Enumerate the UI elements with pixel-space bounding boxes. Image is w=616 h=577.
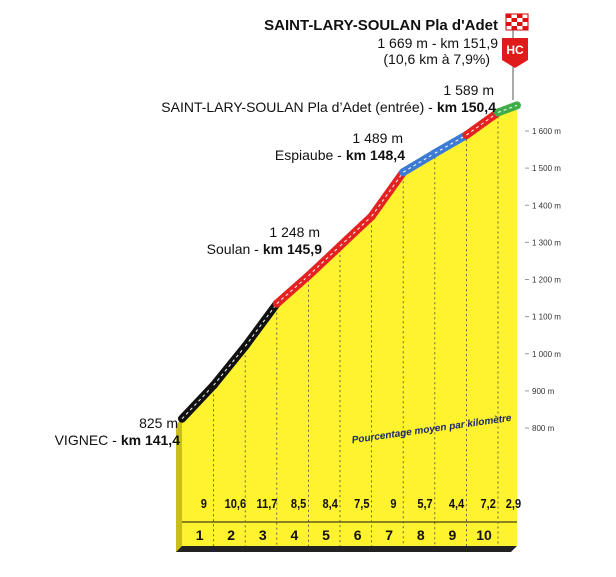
badge bbox=[502, 38, 528, 68]
profile-dash bbox=[308, 245, 341, 277]
gradient-band bbox=[182, 482, 517, 522]
flag-checks bbox=[506, 14, 528, 30]
annotation-name: Espiaube - bbox=[275, 147, 342, 163]
profile-dash bbox=[181, 384, 214, 420]
profile-dash bbox=[402, 152, 436, 173]
y-tick-label: 1 600 m bbox=[532, 127, 561, 136]
y-tick-label: 1 500 m bbox=[532, 164, 561, 173]
gradient-label: 9 bbox=[201, 496, 207, 511]
annotation-km: km 150,4 bbox=[437, 99, 496, 115]
side-face bbox=[176, 418, 182, 552]
km-label: 8 bbox=[417, 527, 425, 543]
y-tick-label: 1 200 m bbox=[532, 276, 561, 285]
km-label: 1 bbox=[196, 527, 204, 543]
profile-dash bbox=[244, 303, 278, 347]
bottom-face bbox=[176, 546, 517, 552]
summary-2: (10,6 km à 7,9%) bbox=[383, 51, 490, 67]
profile-area bbox=[182, 105, 517, 482]
gradient-label: 2,9 bbox=[506, 496, 522, 511]
annotation-km: km 141,4 bbox=[121, 432, 180, 448]
km-label: 10 bbox=[476, 527, 492, 543]
gradient-label: 9 bbox=[390, 496, 396, 511]
finish-flag: HC bbox=[502, 13, 529, 100]
annotation-elevation: 1 248 m bbox=[269, 224, 320, 240]
annotation-name: SAINT-LARY-SOULAN Pla d’Adet (entrée) - bbox=[161, 99, 433, 115]
y-tick-label: 900 m bbox=[532, 387, 555, 396]
gradient-label: 4,4 bbox=[449, 496, 465, 511]
chart-title: SAINT-LARY-SOULAN Pla d'Adet bbox=[264, 17, 498, 34]
y-tick-label: 1 000 m bbox=[532, 350, 561, 359]
gradient-label: 7,2 bbox=[481, 496, 497, 511]
y-tick-label: 1 400 m bbox=[532, 201, 561, 210]
annotation-place: Soulan - km 145,9 bbox=[207, 241, 323, 257]
km-label: 2 bbox=[227, 527, 235, 543]
profile-dash bbox=[213, 346, 246, 386]
km-label: 4 bbox=[291, 527, 299, 543]
gradient-label: 7,5 bbox=[354, 496, 370, 511]
summary: 1 669 m - km 151,9 bbox=[377, 35, 498, 51]
km-label: 3 bbox=[259, 527, 267, 543]
annotation-elevation: 825 m bbox=[139, 415, 178, 431]
badge-label: HC bbox=[506, 43, 524, 57]
profile-dash bbox=[339, 216, 372, 247]
gradient-label: 5,7 bbox=[417, 496, 433, 511]
y-tick-label: 800 m bbox=[532, 424, 555, 433]
profile-dash bbox=[434, 134, 467, 154]
km-label: 6 bbox=[354, 527, 362, 543]
annotation-elevation: 1 589 m bbox=[443, 82, 494, 98]
gradient-label: 8,4 bbox=[323, 496, 339, 511]
km-label: 9 bbox=[449, 527, 457, 543]
annotation-name: VIGNEC - bbox=[55, 432, 118, 448]
profile-segment bbox=[367, 168, 408, 221]
profile-dash bbox=[276, 275, 309, 305]
annotation-place: SAINT-LARY-SOULAN Pla d’Adet (entrée) -k… bbox=[161, 99, 496, 115]
profile-dash bbox=[466, 112, 499, 136]
profile-segment bbox=[494, 101, 521, 117]
y-tick-label: 1 100 m bbox=[532, 313, 561, 322]
km-band bbox=[182, 522, 517, 546]
gradient-label: 11,7 bbox=[257, 496, 278, 511]
y-tick-label: 1 300 m bbox=[532, 238, 561, 247]
annotation-km: km 145,9 bbox=[263, 241, 322, 257]
annotation-place: Espiaube - km 148,4 bbox=[275, 147, 405, 163]
km-label: 5 bbox=[322, 527, 330, 543]
annotation-elevation: 1 489 m bbox=[352, 130, 403, 146]
gradient-label: 8,5 bbox=[291, 496, 307, 511]
annotation-place: VIGNEC - km 141,4 bbox=[55, 432, 181, 448]
annotation-km: km 148,4 bbox=[346, 147, 405, 163]
annotation-name: Soulan - bbox=[207, 241, 259, 257]
gradient-label: 10,6 bbox=[225, 496, 247, 511]
km-label: 7 bbox=[385, 527, 393, 543]
